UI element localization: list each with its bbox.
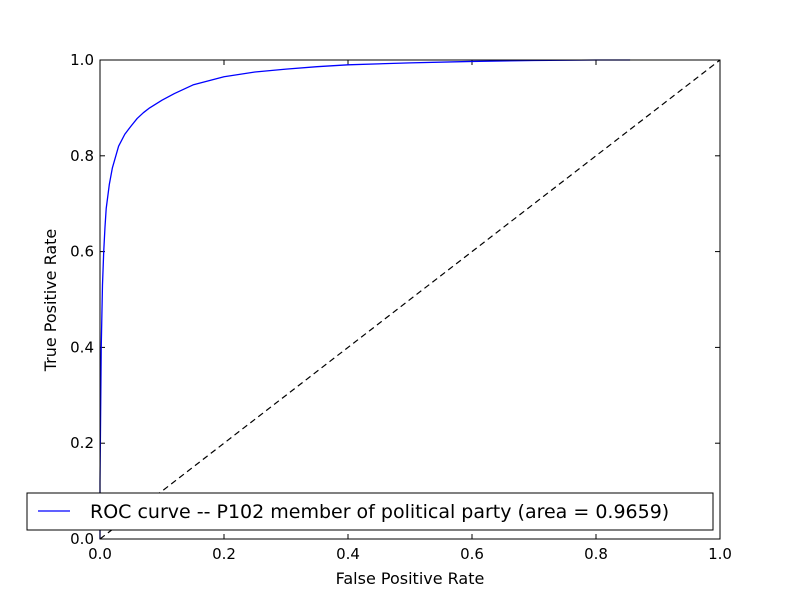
x-tick-label: 0.8 — [584, 545, 608, 563]
x-tick-label: 0.6 — [460, 545, 484, 563]
legend-label-roc: ROC curve -- P102 member of political pa… — [90, 501, 669, 523]
x-tick-label: 1.0 — [708, 545, 732, 563]
plot-frame — [99, 59, 721, 540]
tick-labels: 0.0 0.2 0.4 0.6 0.8 1.0 0.0 0.2 0.4 0.6 0.8 1.0 — [70, 51, 732, 563]
y-tick-label: 0.8 — [70, 147, 94, 165]
series-lines — [99, 59, 721, 540]
roc-curve-line — [99, 59, 631, 539]
y-tick-label: 0.4 — [70, 338, 94, 356]
x-tick-label: 0.0 — [88, 545, 112, 563]
x-tick-label: 0.4 — [336, 545, 360, 563]
y-tick-label: 0.2 — [70, 434, 94, 452]
x-axis-label: False Positive Rate — [336, 569, 485, 588]
y-axis-label: True Positive Rate — [41, 229, 60, 373]
x-tick-label: 0.2 — [212, 545, 236, 563]
y-tick-label: 0.6 — [70, 243, 94, 261]
y-tick-label: 0.0 — [70, 530, 94, 548]
y-tick-label: 1.0 — [70, 51, 94, 69]
legend-box — [26, 492, 714, 531]
legend: ROC curve -- P102 member of political pa… — [26, 492, 714, 531]
chance-diagonal-line — [99, 59, 721, 540]
